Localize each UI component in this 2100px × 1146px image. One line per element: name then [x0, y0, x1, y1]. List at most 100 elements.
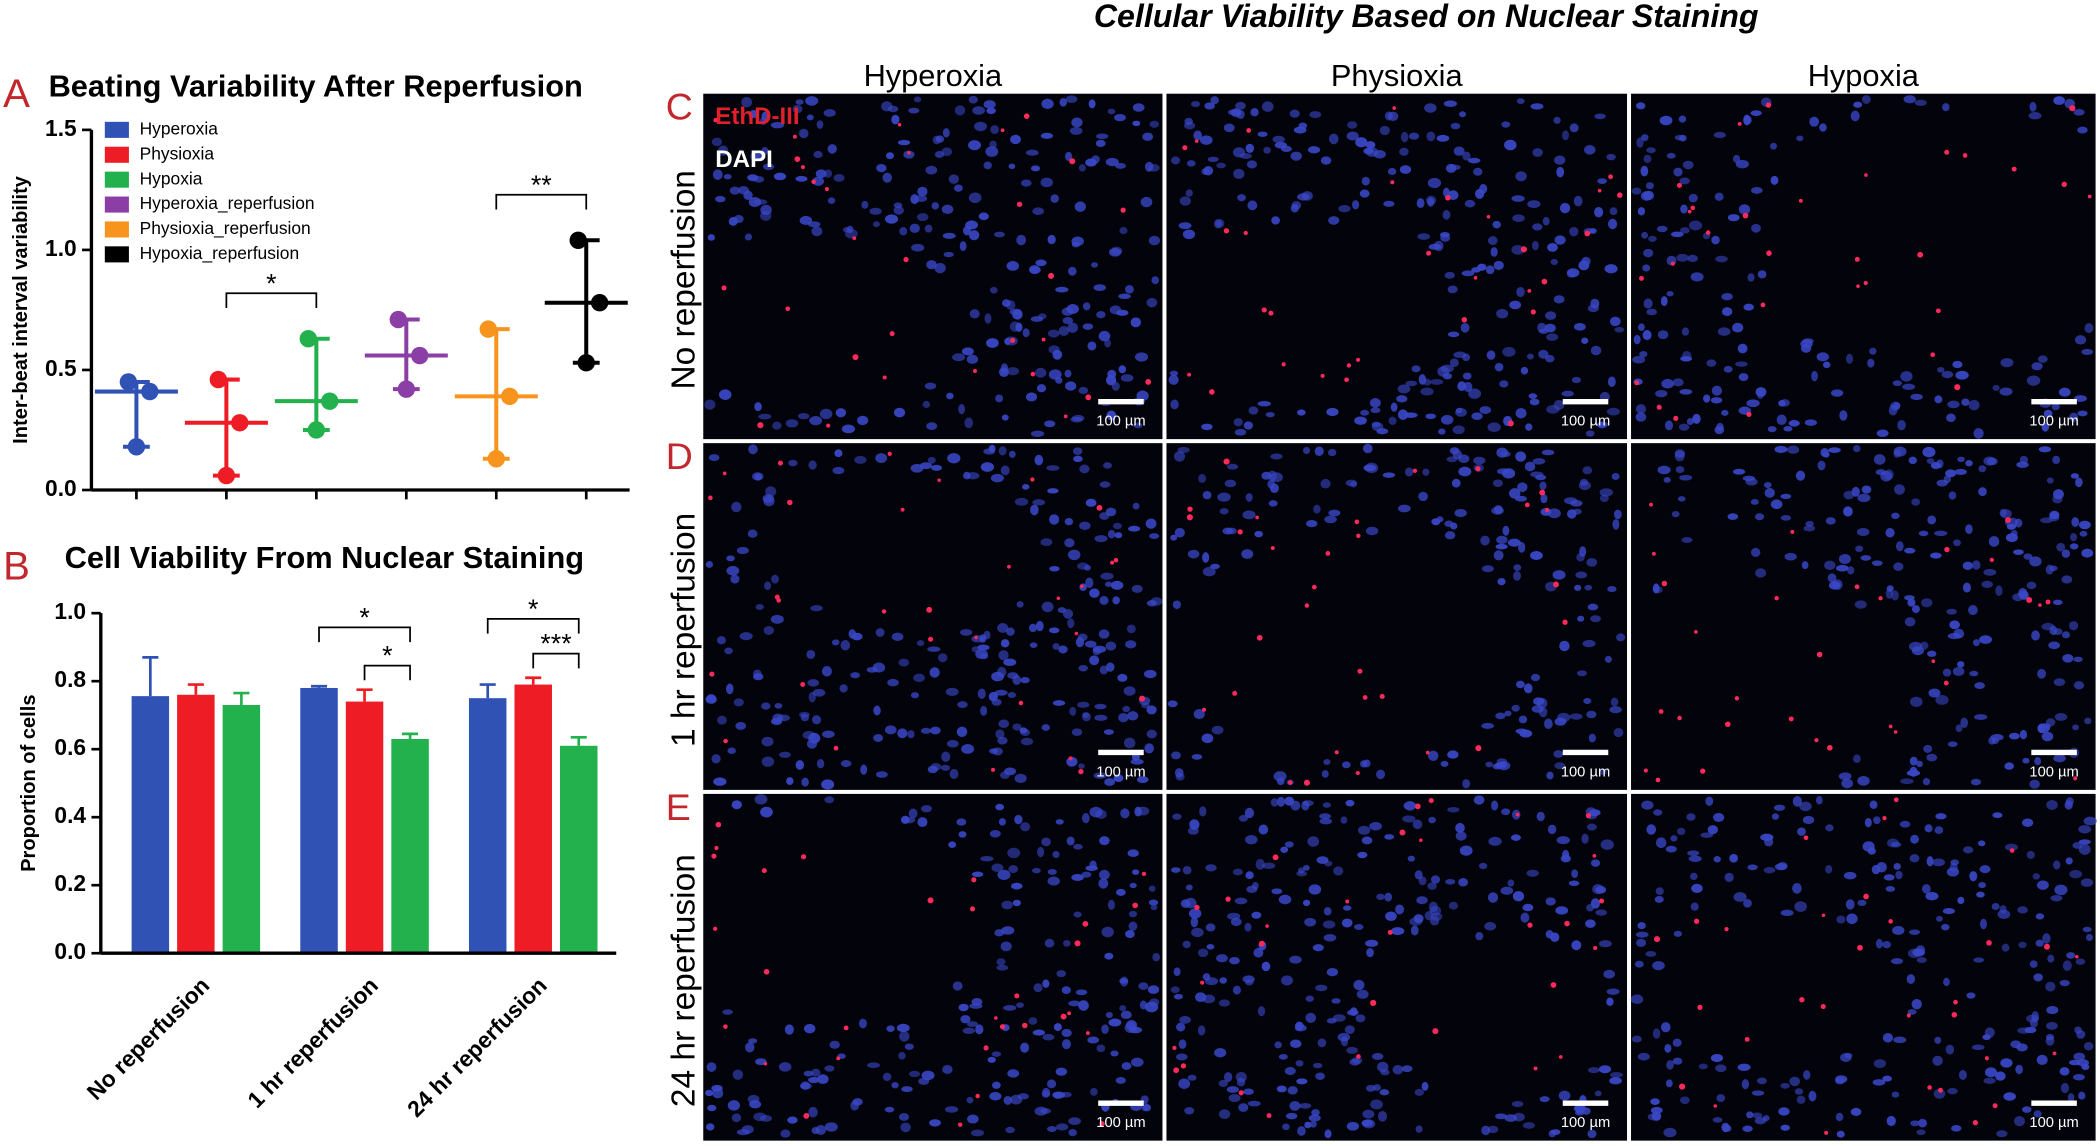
- dead-cell: [1816, 651, 1823, 658]
- nucleus: [1399, 147, 1409, 156]
- nucleus: [1365, 1084, 1376, 1092]
- nucleus: [1595, 885, 1607, 894]
- nucleus: [1396, 395, 1408, 403]
- nucleus: [1631, 187, 1642, 195]
- nucleus: [1180, 899, 1191, 908]
- nucleus: [1005, 1126, 1015, 1134]
- nucleus: [812, 688, 826, 697]
- nucleus: [1963, 846, 1974, 854]
- nucleus: [1331, 998, 1341, 1004]
- dead-cell: [1744, 1036, 1750, 1042]
- nucleus: [1170, 399, 1179, 410]
- nucleus: [1824, 560, 1836, 571]
- nucleus: [1481, 565, 1494, 573]
- nucleus: [1021, 483, 1030, 490]
- nucleus: [1030, 165, 1041, 172]
- nucleus: [732, 1069, 744, 1080]
- nucleus: [792, 104, 803, 114]
- nucleus: [1566, 270, 1576, 278]
- nucleus: [1750, 110, 1762, 116]
- nucleus: [1046, 465, 1060, 471]
- nucleus: [884, 725, 897, 735]
- nucleus: [2045, 981, 2056, 992]
- nucleus: [1672, 1038, 1682, 1047]
- data-point: [231, 414, 249, 432]
- nucleus: [1079, 521, 1091, 530]
- dead-cell: [1953, 999, 1958, 1005]
- nucleus: [831, 639, 840, 646]
- nucleus: [962, 225, 972, 236]
- nucleus: [1645, 182, 1654, 190]
- significance-bracket: [318, 626, 411, 643]
- nucleus: [1302, 865, 1310, 871]
- nucleus: [1066, 303, 1079, 314]
- dead-cell: [971, 877, 977, 883]
- dead-cell: [1893, 797, 1899, 803]
- nucleus: [1148, 235, 1160, 246]
- nucleus: [1678, 423, 1690, 431]
- nucleus: [1665, 1079, 1673, 1088]
- nucleus: [1556, 836, 1570, 845]
- dead-cell: [2026, 597, 2033, 603]
- nucleus: [770, 121, 785, 129]
- nucleus: [759, 1115, 773, 1122]
- nucleus: [1909, 854, 1920, 863]
- nucleus: [1995, 585, 2003, 597]
- nucleus: [942, 1064, 953, 1075]
- data-point: [397, 380, 416, 398]
- nucleus: [1198, 473, 1207, 483]
- nucleus: [1981, 580, 1993, 589]
- dead-cell: [836, 1056, 841, 1061]
- nucleus: [1008, 163, 1016, 170]
- nucleus: [1036, 384, 1047, 393]
- nucleus: [995, 803, 1005, 811]
- nucleus: [1634, 960, 1644, 968]
- nucleus: [1511, 1100, 1524, 1108]
- nucleus: [1569, 713, 1583, 720]
- nucleus: [1001, 414, 1009, 421]
- nucleus: [1817, 460, 1826, 471]
- nucleus: [1427, 197, 1435, 207]
- nucleus: [1313, 504, 1321, 514]
- nucleus: [1995, 1071, 2006, 1081]
- significance-label: ***: [540, 629, 571, 659]
- dead-cell: [1139, 695, 1146, 702]
- nucleus: [1401, 1065, 1413, 1073]
- nucleus: [1065, 151, 1073, 161]
- nucleus: [1904, 617, 1916, 627]
- dead-cell: [1069, 158, 1076, 165]
- nucleus: [1584, 144, 1596, 155]
- row-label: 1 hr reperfusion: [666, 513, 703, 747]
- scale-bar-label: 100 µm: [1561, 764, 1610, 780]
- nucleus: [1681, 537, 1693, 543]
- nucleus: [2078, 825, 2092, 834]
- dead-cell: [1000, 128, 1005, 133]
- nucleus: [1507, 879, 1515, 887]
- nucleus: [1575, 571, 1588, 579]
- nucleus: [1238, 1103, 1249, 1112]
- nucleus: [891, 114, 900, 125]
- nucleus: [1978, 487, 1987, 497]
- nucleus: [1190, 916, 1199, 928]
- nucleus: [1012, 723, 1022, 731]
- micrograph-background: [1631, 93, 2096, 440]
- nucleus: [1110, 1050, 1119, 1057]
- dead-cell: [2052, 1051, 2057, 1056]
- nucleus: [903, 816, 916, 824]
- nucleus: [1928, 688, 1941, 698]
- nucleus: [1326, 967, 1339, 977]
- legend-swatch: [104, 221, 129, 238]
- nucleus: [1365, 939, 1379, 947]
- nucleus: [806, 649, 816, 659]
- nucleus: [1926, 458, 1935, 464]
- nucleus: [1637, 922, 1646, 930]
- nucleus: [1420, 387, 1434, 396]
- nucleus: [975, 1024, 984, 1035]
- nucleus: [1971, 1044, 1985, 1051]
- nucleus: [927, 456, 936, 464]
- significance-bracket: [486, 617, 580, 634]
- nucleus: [1947, 400, 1960, 409]
- nucleus: [1532, 223, 1543, 231]
- dead-cell: [721, 285, 727, 291]
- nucleus: [1245, 871, 1254, 880]
